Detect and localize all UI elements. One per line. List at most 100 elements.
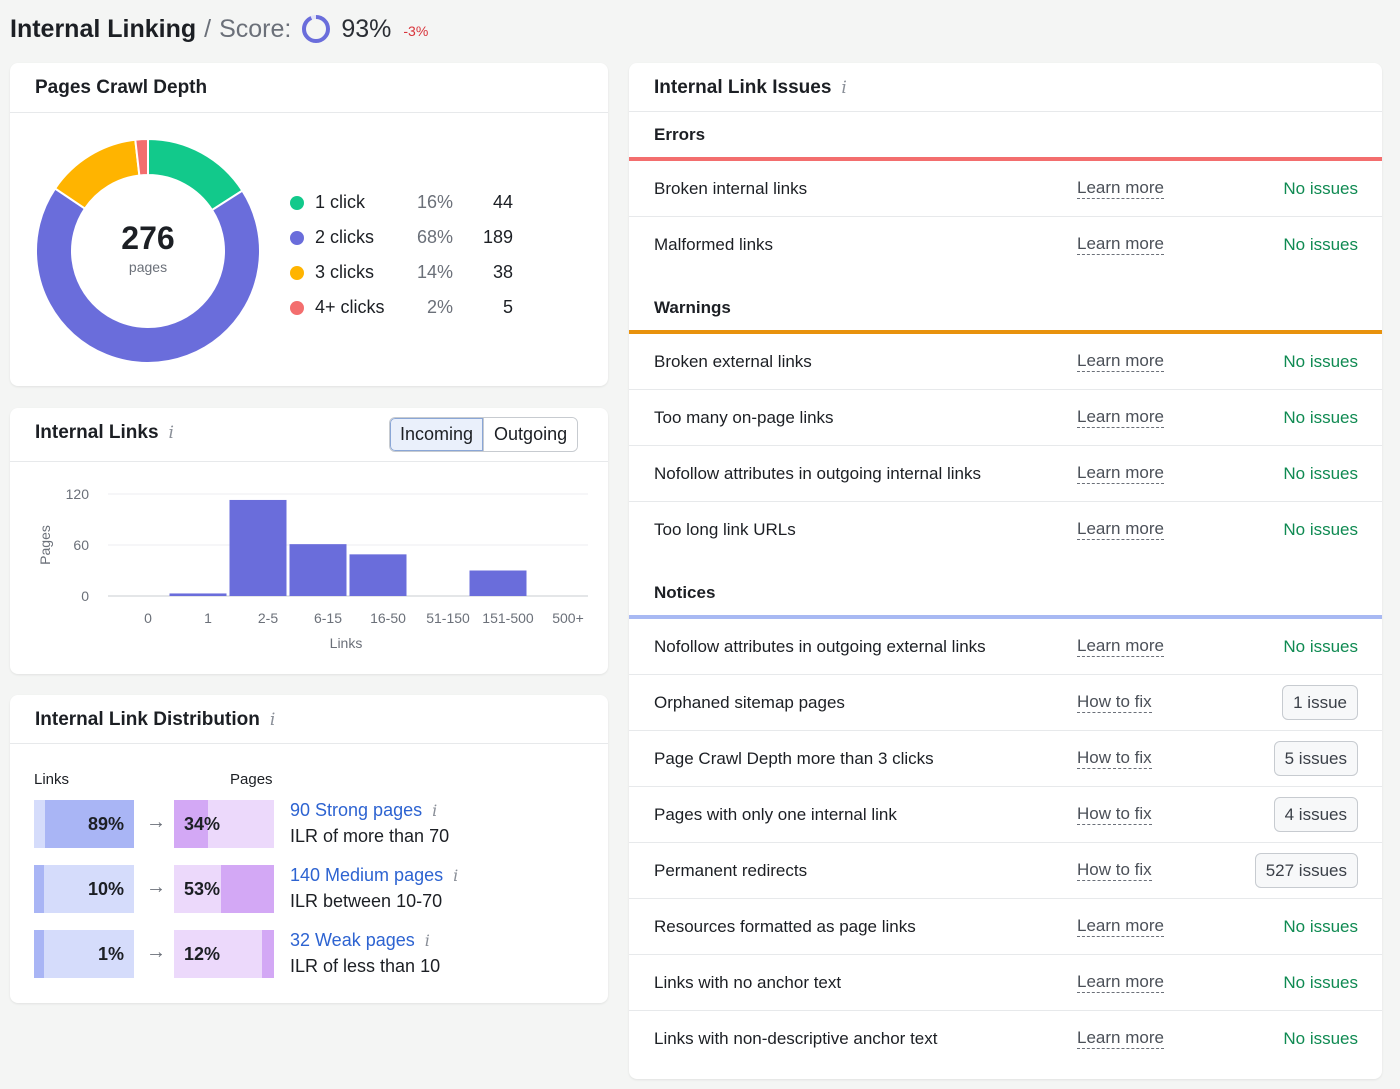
distribution-row: 10% → 53% 140 Medium pages i ILR between … (34, 865, 594, 913)
issue-name: Too long link URLs (654, 520, 796, 539)
crawl-depth-card: Pages Crawl Depth 276 pages 1 click 16% … (10, 63, 608, 386)
donut-unit: pages (128, 259, 168, 275)
donut-slice[interactable] (35, 187, 261, 364)
errors-section-title: Errors (654, 125, 706, 144)
legend-item[interactable]: 1 click 16% 44 (290, 185, 513, 220)
how-to-fix-link[interactable]: How to fix (1077, 860, 1152, 881)
weak-pages-link-text[interactable]: 32 Weak pages (290, 930, 415, 950)
score-value: 93% (341, 14, 392, 43)
issue-row: Too long link URLs Learn more No issues (629, 502, 1382, 558)
donut-center: 276 pages (73, 220, 223, 275)
info-icon[interactable]: i (841, 78, 847, 98)
info-icon[interactable]: i (269, 710, 276, 730)
issue-name: Links with no anchor text (654, 973, 842, 992)
strong-pages-link-text[interactable]: 90 Strong pages (290, 800, 423, 820)
how-to-fix-link[interactable]: How to fix (1077, 804, 1152, 825)
issue-count-button[interactable]: 1 issue (1282, 685, 1358, 720)
pages-share-box: 34% (174, 800, 274, 848)
issue-status: No issues (1283, 352, 1358, 371)
score-ring-icon (302, 15, 331, 43)
chart-bar[interactable] (469, 570, 527, 597)
notices-section-title: Notices (654, 583, 716, 602)
distribution-title-wrap: Internal Link Distribution i (35, 709, 275, 731)
learn-more-link[interactable]: Learn more (1077, 463, 1164, 484)
info-icon[interactable]: i (424, 931, 430, 950)
medium-pages-description: ILR between 10-70 (290, 891, 443, 911)
issue-name: Page Crawl Depth more than 3 clicks (654, 749, 934, 768)
learn-more-link[interactable]: Learn more (1077, 1028, 1164, 1049)
issue-count-button[interactable]: 527 issues (1254, 853, 1358, 888)
pages-share-value: 34% (184, 814, 221, 834)
weak-pages-link[interactable]: 32 Weak pages i (290, 930, 430, 951)
issue-count-button[interactable]: 4 issues (1273, 797, 1358, 832)
learn-more-link[interactable]: Learn more (1077, 636, 1164, 657)
learn-more-link[interactable]: Learn more (1077, 407, 1164, 428)
chart-bar[interactable] (349, 554, 407, 596)
medium-pages-link-text[interactable]: 140 Medium pages (290, 865, 444, 885)
link-issues-card: Internal Link Issues i Errors Broken inte… (629, 63, 1382, 1079)
y-tick-label: 0 (81, 588, 89, 604)
pages-column-header: Pages (230, 771, 273, 788)
issue-row: Broken external links Learn more No issues (629, 334, 1382, 390)
legend-item[interactable]: 4+ clicks 2% 5 (290, 290, 513, 325)
legend-item[interactable]: 3 clicks 14% 38 (290, 255, 513, 290)
divider (10, 112, 608, 113)
issue-row: Links with no anchor text Learn more No is… (629, 955, 1382, 1011)
x-tick-label: 151-500 (482, 610, 534, 626)
score-delta: -3% (403, 23, 429, 39)
y-tick-label: 60 (73, 537, 89, 553)
info-icon[interactable]: i (168, 423, 174, 443)
info-icon[interactable]: i (453, 866, 459, 885)
donut-slice[interactable] (134, 137, 149, 177)
warnings-section-bar (629, 330, 1382, 334)
incoming-toggle-button[interactable]: Incoming (390, 418, 484, 451)
legend-dot (290, 265, 304, 280)
legend-item[interactable]: 2 clicks 68% 189 (290, 220, 513, 255)
how-to-fix-link[interactable]: How to fix (1077, 748, 1152, 769)
learn-more-link[interactable]: Learn more (1077, 972, 1164, 993)
internal-links-bar-chart: 0 60 120 0 1 2-5 6-15 16-50 51-150 151-500 500+ Lin… (37, 486, 588, 651)
legend-label: 3 clicks (315, 262, 375, 282)
pages-share-value: 53% (184, 879, 221, 899)
links-share-fill (45, 800, 134, 848)
notices-section-bar (629, 615, 1382, 619)
learn-more-link[interactable]: Learn more (1077, 351, 1164, 372)
links-column-header: Links (34, 771, 70, 788)
links-share-box: 1% (34, 930, 134, 978)
outgoing-toggle-button[interactable]: Outgoing (483, 418, 578, 451)
legend-percent: 16% (416, 192, 453, 212)
errors-section-bar (629, 157, 1382, 161)
legend-dot (290, 230, 304, 245)
info-icon[interactable]: i (432, 801, 438, 820)
issue-name: Broken external links (654, 352, 812, 371)
chart-bar[interactable] (229, 499, 287, 596)
issue-row: Nofollow attributes in outgoing external… (629, 619, 1382, 675)
medium-pages-link[interactable]: 140 Medium pages i (290, 865, 458, 886)
title-separator: / (204, 14, 212, 43)
issue-row: Pages with only one internal link How to … (629, 787, 1382, 843)
how-to-fix-link[interactable]: How to fix (1077, 692, 1152, 713)
arrow-right-icon: → (146, 811, 166, 833)
pages-share-box: 12% (174, 930, 274, 978)
crawl-depth-legend: 1 click 16% 44 2 clicks 68% 189 3 clicks… (290, 185, 513, 325)
distribution-row: 1% → 12% 32 Weak pages i ILR of less than… (34, 930, 594, 978)
chart-bar[interactable] (289, 544, 347, 596)
links-share-value: 10% (87, 879, 124, 899)
issue-row: Broken internal links Learn more No issues (629, 161, 1382, 217)
legend-count: 189 (482, 227, 513, 247)
legend-label: 4+ clicks (315, 297, 385, 317)
issue-status: No issues (1283, 520, 1358, 539)
pages-share-value: 12% (184, 944, 221, 964)
x-axis-label: Links (330, 635, 363, 651)
issue-row: Malformed links Learn more No issues (629, 217, 1382, 273)
issue-count-button[interactable]: 5 issues (1273, 741, 1358, 776)
link-distribution-card: Internal Link Distribution i Links Pages… (10, 695, 608, 1003)
learn-more-link[interactable]: Learn more (1077, 178, 1164, 199)
learn-more-link[interactable]: Learn more (1077, 519, 1164, 540)
pages-share-fill (221, 865, 274, 913)
learn-more-link[interactable]: Learn more (1077, 234, 1164, 255)
learn-more-link[interactable]: Learn more (1077, 916, 1164, 937)
chart-bar[interactable] (169, 593, 227, 596)
internal-links-card: Internal Links i Incoming Outgoing 0 60 12… (10, 408, 608, 674)
strong-pages-link[interactable]: 90 Strong pages i (290, 800, 437, 821)
